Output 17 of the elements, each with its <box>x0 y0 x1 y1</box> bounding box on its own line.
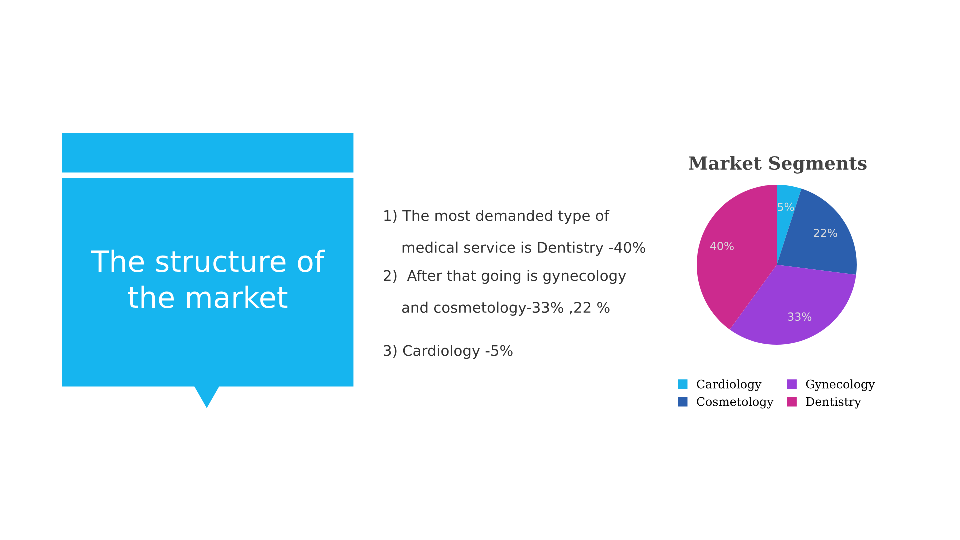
data-label: 22% <box>814 228 838 238</box>
data-label: 5% <box>778 202 794 212</box>
legend-label: Cosmetology <box>697 397 774 409</box>
text: 2) After that going is gynecology and cosmetology-33% ,22 % <box>384 270 626 316</box>
pie-slice <box>697 185 777 330</box>
legend-label: Cardiology <box>697 380 762 392</box>
chart-title: Market Segments <box>689 156 867 174</box>
text: The structure of the market <box>91 250 326 308</box>
legend-label: Dentistry <box>806 397 862 409</box>
data-label: 33% <box>788 312 812 322</box>
text: 1) The most demanded type of medical service is Dentistry -40% <box>384 210 646 256</box>
data-label: 40% <box>710 242 734 250</box>
pie-slice <box>730 265 856 345</box>
text: 3) Cardiology -5% <box>384 345 513 360</box>
legend-label: Gynecology <box>806 380 876 392</box>
pie-slice <box>777 185 802 265</box>
pie-slice <box>777 188 857 276</box>
